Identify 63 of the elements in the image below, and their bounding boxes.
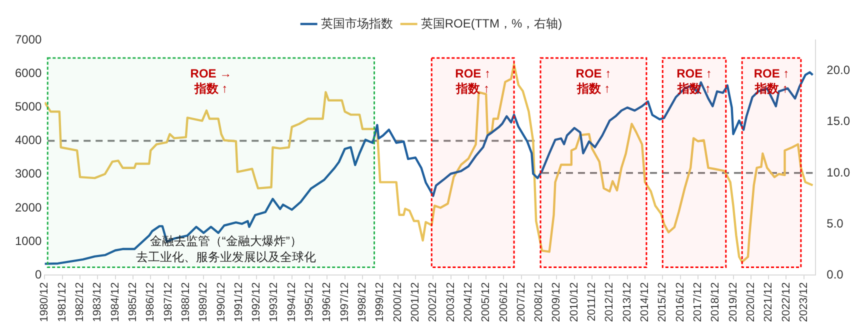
x-tick-label: 1983/12 [92, 282, 104, 322]
y-tick-label: 1000 [14, 234, 42, 248]
legend-label: 英国ROE(TTM，%，右轴) [420, 16, 562, 30]
y-tick-label: 2000 [14, 200, 42, 214]
x-tick-label: 2004/12 [462, 282, 474, 322]
x-tick-label: 2020/12 [744, 282, 757, 322]
band-label: ROE → 指数 ↑ [190, 66, 232, 96]
x-tick-label: 1982/12 [74, 282, 86, 322]
x-tick-label: 1992/12 [250, 282, 263, 322]
x-tick-label: 1991/12 [232, 282, 245, 322]
y-tick-label: 5000 [14, 100, 42, 114]
x-tick-label: 1988/12 [180, 282, 192, 322]
x-tick-label: 2014/12 [639, 282, 652, 322]
x-tick-label: 2018/12 [710, 282, 722, 322]
annotation: 去工业化、服务业发展以及全球化 [136, 250, 316, 264]
x-tick-label: 2011/12 [586, 282, 598, 322]
x-tick-label: 1989/12 [198, 282, 210, 322]
y-tick-label: 3000 [14, 166, 42, 181]
x-tick-label: 1994/12 [286, 282, 298, 322]
x-tick-label: 1997/12 [338, 282, 351, 322]
x-tick-label: 1986/12 [144, 282, 157, 322]
x-tick-label: 2005/12 [480, 282, 492, 322]
y-tick-label: 0 [35, 268, 42, 282]
y-tick-label: 6000 [14, 66, 42, 80]
x-tick-label: 2007/12 [515, 282, 528, 322]
y2-tick-label: 20.0 [826, 62, 850, 77]
x-tick-label: 2019/12 [727, 282, 740, 322]
x-tick-label: 2006/12 [498, 282, 510, 322]
x-tick-label: 2012/12 [604, 282, 616, 322]
x-tick-label: 1981/12 [56, 282, 68, 322]
x-tick-label: 2021/12 [762, 282, 775, 322]
x-tick-label: 1999/12 [374, 282, 386, 322]
y2-tick-label: 15.0 [826, 114, 850, 128]
x-tick-label: 2010/12 [568, 282, 580, 322]
x-tick-label: 2016/12 [674, 282, 686, 322]
x-tick-label: 2001/12 [409, 282, 422, 322]
x-tick-label: 1998/12 [356, 282, 369, 322]
y2-tick-label: 5.0 [826, 216, 844, 230]
x-tick-label: 2008/12 [533, 282, 546, 322]
x-tick-label: 2009/12 [550, 282, 563, 322]
x-tick-label: 2013/12 [621, 282, 634, 322]
band-label: ROE ↑ 指数 ↑ [455, 66, 491, 96]
y2-tick-label: 0.0 [826, 268, 844, 282]
x-tick-label: 1996/12 [321, 282, 334, 322]
x-tick-label: 1985/12 [127, 282, 140, 322]
x-tick-label: 2000/12 [392, 282, 404, 322]
x-tick-label: 1987/12 [162, 282, 174, 322]
y-tick-label: 7000 [14, 32, 42, 46]
x-tick-label: 1995/12 [304, 282, 316, 322]
x-tick-label: 1993/12 [268, 282, 280, 322]
y-tick-label: 4000 [14, 133, 42, 148]
x-tick-label: 1990/12 [215, 282, 228, 322]
x-tick-label: 2002/12 [427, 282, 440, 322]
band-label: ROE ↑ 指数 ↑ [576, 66, 612, 96]
x-tick-label: 2022/12 [780, 282, 792, 322]
x-tick-label: 2023/12 [798, 282, 810, 322]
x-tick-label: 2003/12 [444, 282, 457, 322]
y2-tick-label: 10.0 [826, 165, 850, 180]
x-tick-label: 1980/12 [38, 282, 51, 322]
legend-label: 英国市场指数 [320, 16, 393, 30]
x-tick-label: 2015/12 [656, 282, 669, 322]
x-tick-label: 1984/12 [109, 282, 122, 322]
x-tick-label: 2017/12 [692, 282, 704, 322]
